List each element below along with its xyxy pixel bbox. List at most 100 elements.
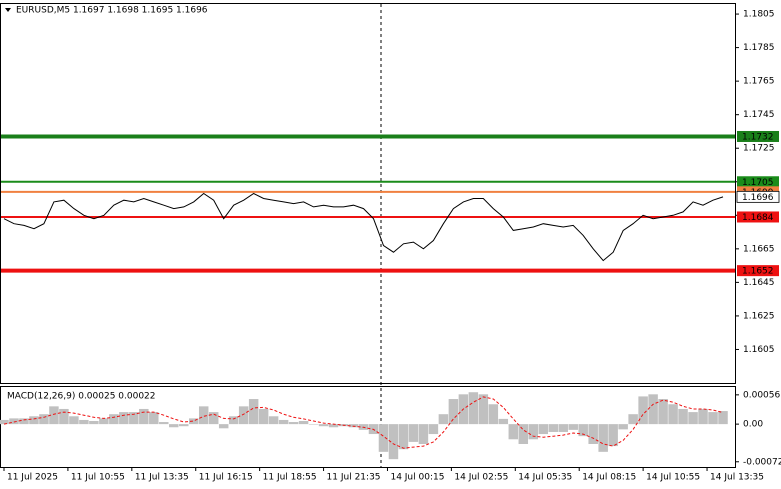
histogram-bar <box>298 420 309 425</box>
histogram-bar <box>39 414 49 425</box>
histogram-bar <box>538 424 549 435</box>
level-label-box <box>737 176 779 188</box>
histogram-bar <box>418 424 429 444</box>
histogram-bar <box>79 419 89 425</box>
histogram-bar <box>688 412 698 425</box>
histogram-bar <box>448 399 459 425</box>
histogram-bar <box>0 419 9 425</box>
histogram-bar <box>9 418 19 425</box>
x-tick-label: 11 Jul 18:55 <box>263 473 317 483</box>
histogram-bar <box>228 416 239 425</box>
x-tick-label: 11 Jul 21:35 <box>327 473 381 483</box>
histogram-bar <box>149 412 159 425</box>
price-title: EURUSD,M5 1.1697 1.1698 1.1695 1.1696 <box>16 6 208 16</box>
histogram-bar <box>568 424 578 430</box>
x-tick-label: 11 Jul 16:15 <box>199 473 253 483</box>
histogram-bar <box>159 422 169 425</box>
y-tick-label: 1.1805 <box>743 10 775 20</box>
level-label: 1.1652 <box>742 267 774 277</box>
level-label-box <box>737 265 779 277</box>
y-tick-label: 1.1625 <box>743 311 775 321</box>
level-label: 1.1684 <box>742 213 774 223</box>
current-price-box <box>736 190 780 203</box>
y-tick-label: 1.1765 <box>743 77 775 87</box>
histogram-bar <box>99 418 109 425</box>
histogram-bar <box>388 424 399 460</box>
histogram-bar <box>508 424 519 440</box>
histogram-bar <box>129 412 139 425</box>
histogram-bar <box>169 424 179 428</box>
level-label: 1.1705 <box>742 178 774 188</box>
histogram-bar <box>198 406 209 425</box>
histogram-bar <box>89 420 99 425</box>
current-price-label: 1.1696 <box>742 193 774 203</box>
histogram-bar <box>608 424 618 447</box>
x-tick-label: 11 Jul 13:35 <box>135 473 189 483</box>
histogram-bar <box>179 424 189 427</box>
histogram-bar <box>698 408 708 425</box>
histogram-bar <box>638 396 648 425</box>
histogram-bar <box>19 418 29 425</box>
x-tick-label: 14 Jul 00:15 <box>390 473 444 483</box>
histogram-bar <box>278 419 289 425</box>
x-tick-label: 14 Jul 05:35 <box>518 473 572 483</box>
y-tick-label: 1.1605 <box>743 345 775 355</box>
histogram-bar <box>318 424 329 427</box>
histogram-bar <box>478 394 489 425</box>
histogram-bar <box>498 418 509 425</box>
histogram-bar <box>598 424 608 452</box>
histogram-bar <box>488 404 499 425</box>
histogram-bar <box>348 424 359 428</box>
histogram-bar <box>248 399 259 425</box>
histogram-bar <box>378 424 389 452</box>
histogram-bar <box>49 406 59 425</box>
histogram-bar <box>238 406 249 425</box>
histogram-bar <box>558 424 568 432</box>
y-tick-label: 1.1645 <box>743 278 775 288</box>
histogram-bar <box>628 414 638 425</box>
y-tick-label: 0.00056 <box>743 390 780 400</box>
histogram-bar <box>398 424 409 450</box>
histogram-bar <box>438 414 449 425</box>
series-line <box>3 192 724 262</box>
histogram-bar <box>578 424 588 437</box>
histogram-bar <box>258 408 269 425</box>
histogram-bar <box>139 408 149 425</box>
histogram-bar <box>528 424 539 440</box>
histogram-bar <box>548 424 558 432</box>
histogram-bar <box>308 424 319 425</box>
level-label-box <box>737 130 779 142</box>
level-label: 1.1732 <box>742 132 774 142</box>
dropdown-icon <box>5 8 11 12</box>
histogram-bar <box>29 416 39 425</box>
histogram-bar <box>468 392 479 425</box>
y-tick-label: 0.00 <box>743 420 763 430</box>
histogram-bar <box>218 424 229 429</box>
histogram-bar <box>618 424 628 430</box>
histogram-bar <box>268 416 279 425</box>
histogram-bar <box>59 408 69 425</box>
price-panel-frame <box>0 3 736 384</box>
level-label-box <box>737 211 779 223</box>
x-tick-label: 11 Jul 2025 <box>7 473 58 483</box>
histogram-bar <box>119 412 129 425</box>
histogram-bar <box>428 424 439 435</box>
histogram-bar <box>668 404 678 425</box>
histogram-bar <box>408 424 419 442</box>
x-tick-label: 14 Jul 02:55 <box>454 473 508 483</box>
y-tick-label: 1.1785 <box>743 43 775 53</box>
histogram-bar <box>718 411 728 425</box>
histogram-bar <box>648 394 658 425</box>
histogram-bar <box>188 418 199 425</box>
macd-title: MACD(12,26,9) 0.00025 0.00022 <box>7 392 156 402</box>
histogram-bar <box>678 408 688 425</box>
histogram-bar <box>708 412 718 425</box>
x-tick-label: 14 Jul 08:15 <box>582 473 636 483</box>
y-tick-label: -0.00072 <box>743 457 781 467</box>
histogram-bar <box>518 424 529 444</box>
x-tick-label: 11 Jul 10:55 <box>71 473 125 483</box>
histogram-bar <box>69 416 79 425</box>
histogram-bar <box>588 424 598 444</box>
y-tick-label: 1.1725 <box>743 144 775 154</box>
